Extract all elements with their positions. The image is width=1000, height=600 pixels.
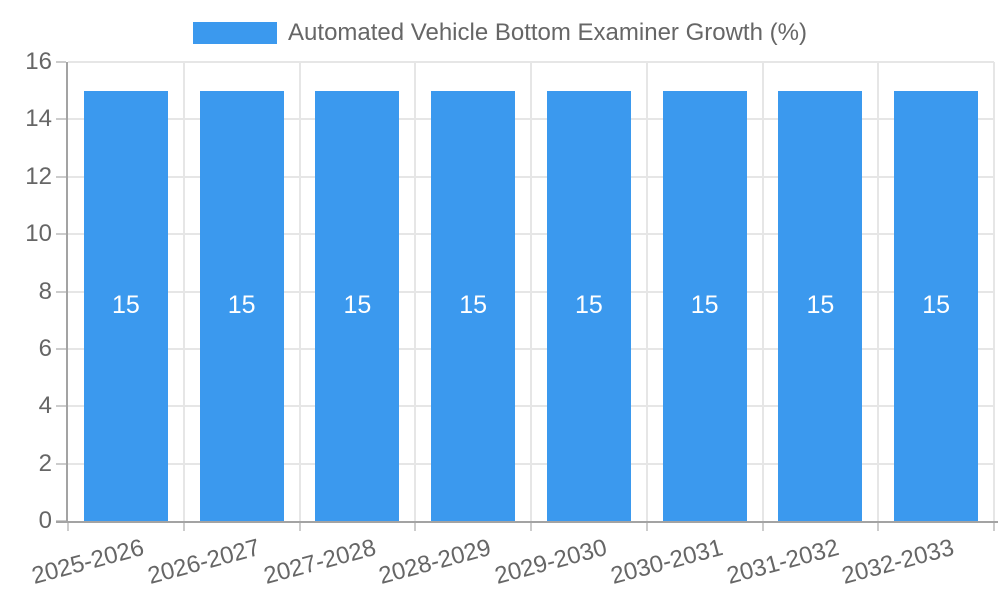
y-tick-mark [56,290,66,293]
x-tick-label-text: 2032-2033 [839,534,958,590]
y-tick-mark [56,233,66,236]
legend-swatch[interactable] [193,22,278,44]
x-axis-line [56,521,998,523]
bar [546,90,631,521]
bar-value-label: 15 [227,290,256,319]
x-tick-mark [761,523,764,531]
y-tick-mark [56,175,66,178]
bar-value-label: 15 [806,290,835,319]
gridline-x [182,62,185,521]
y-tick-label: 0 [38,507,52,534]
y-tick-mark [56,61,66,63]
bar [431,90,516,521]
y-tick-label: 14 [25,105,52,133]
x-tick-mark [414,523,417,531]
y-tick-label: 6 [38,334,52,362]
bar [83,90,168,521]
plot-area: 15 15 15 15 15 15 15 15 [56,61,995,531]
bar-value-label: 15 [574,290,603,319]
x-tick-mark [530,523,532,531]
bar-value-label: 15 [343,290,372,319]
bar [894,90,979,521]
bar-value-label: 15 [690,290,719,319]
x-tick-mark [877,523,880,531]
gridline-x [877,62,880,521]
y-tick-label: 4 [38,392,52,420]
x-tick-mark [645,523,648,531]
x-tick-mark [67,523,69,531]
bar-value-label: 15 [459,290,488,319]
gridline-x [761,62,764,521]
y-tick-mark [56,347,66,350]
bar [315,90,400,521]
y-tick-label: 2 [38,449,52,477]
gridline-x [414,62,417,521]
bar-value-label: 15 [111,290,140,319]
y-tick-mark [56,405,66,408]
gridline-x [298,62,301,521]
bar [199,90,284,521]
y-tick-label: 10 [25,220,52,248]
gridline-x [530,62,532,521]
gridline-x [645,62,648,521]
bar [662,90,747,521]
y-tick-mark [56,462,66,465]
y-tick-mark [56,118,66,121]
legend-label[interactable]: Automated Vehicle Bottom Examiner Growth… [288,19,807,46]
y-tick-label: 12 [25,162,52,190]
x-tick-mark [298,523,301,531]
y-tick-label: 8 [38,277,52,305]
gridline-x [993,62,995,521]
x-tick-label: 2032-2033 [750,534,957,590]
y-tick-label: 16 [25,48,52,75]
bar-value-label: 15 [922,290,951,319]
x-tick-mark [993,523,995,531]
y-axis-line [66,62,68,523]
bar [778,90,863,521]
x-tick-mark [182,523,185,531]
legend[interactable]: Automated Vehicle Bottom Examiner Growth… [0,19,1000,47]
